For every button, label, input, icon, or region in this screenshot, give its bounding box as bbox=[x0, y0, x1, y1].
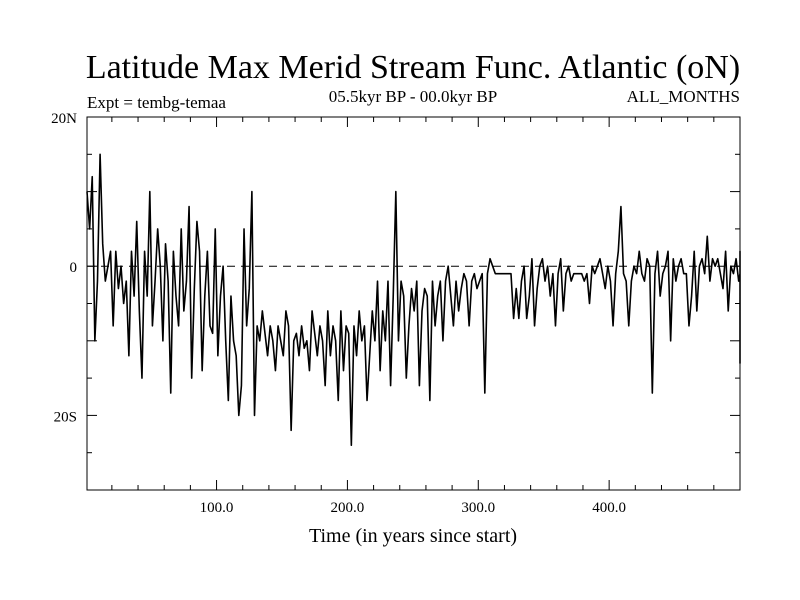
chart-title: Latitude Max Merid Stream Func. Atlantic… bbox=[86, 49, 740, 86]
series-line bbox=[86, 153, 741, 447]
x-tick-label: 300.0 bbox=[461, 500, 495, 516]
x-tick-label: 200.0 bbox=[331, 500, 365, 516]
x-tick-label: 400.0 bbox=[592, 500, 626, 516]
x-tick-label: 100.0 bbox=[200, 500, 234, 516]
months-label: ALL_MONTHS bbox=[627, 87, 740, 106]
x-tick-labels: 100.0 200.0 300.0 400.0 bbox=[200, 500, 626, 516]
x-tick-marks bbox=[111, 117, 715, 490]
y-tick-label: 20N bbox=[51, 111, 77, 127]
y-tick-labels: 20N 0 20S bbox=[51, 111, 77, 425]
experiment-label: Expt = tembg-temaa bbox=[87, 93, 226, 112]
period-label: 05.5kyr BP - 00.0kyr BP bbox=[329, 87, 497, 106]
x-axis-label: Time (in years since start) bbox=[309, 525, 517, 547]
y-tick-label: 0 bbox=[70, 260, 78, 276]
y-tick-label: 20S bbox=[54, 409, 77, 425]
